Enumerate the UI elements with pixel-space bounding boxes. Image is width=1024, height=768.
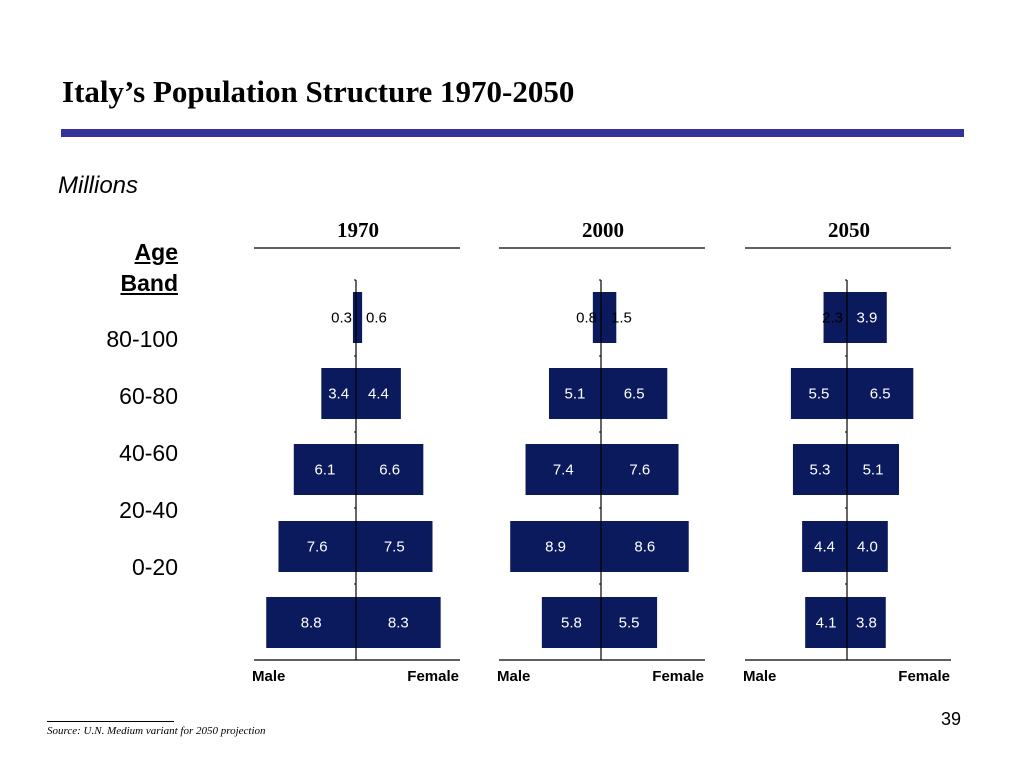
data-label-male: 7.6	[307, 539, 328, 556]
data-label-female: 6.6	[379, 462, 400, 479]
bar-female	[847, 597, 886, 648]
data-label-female: 4.0	[857, 539, 878, 556]
data-label-male: 5.5	[809, 386, 830, 403]
data-label-male: 4.4	[814, 539, 835, 556]
bar-male	[592, 292, 601, 343]
bar-female	[847, 444, 900, 495]
data-label-female: 3.8	[856, 615, 877, 632]
chart-title: 2050	[828, 218, 870, 242]
pyramid-1970: 1970 0.3 0.6 3.4 4.4 6.1 6.6 7.6 7.5 8.8 8.3 Male Fe…	[252, 218, 460, 685]
data-label-male: 0.3	[331, 310, 352, 327]
pyramid-2050: 2050 2.3 3.9 5.5 6.5 5.3 5.1 4.4 4.0 4.1 3.8 Male Fe…	[743, 218, 951, 685]
bar-male	[510, 521, 601, 572]
bar-male	[293, 444, 356, 495]
chart-title: 1970	[337, 218, 379, 242]
bar-female	[356, 368, 401, 419]
data-label-female: 8.6	[634, 539, 655, 556]
age-band-label: 80-100	[106, 326, 178, 352]
data-label-male: 7.4	[553, 462, 574, 479]
bar-male	[823, 292, 847, 343]
age-band-header-line-1: Age	[134, 239, 178, 265]
data-label-male: 0.8	[576, 310, 597, 327]
axis-label-male: Male	[252, 668, 285, 685]
data-label-female: 6.5	[624, 386, 645, 403]
age-band-header: Age Band	[121, 237, 179, 299]
bar-female	[601, 521, 689, 572]
age-band-label: 0-20	[131, 554, 178, 580]
data-label-male: 5.8	[561, 615, 582, 632]
bar-male	[790, 368, 847, 419]
bar-male	[548, 368, 601, 419]
axis-label-male: Male	[497, 668, 530, 685]
bar-male	[266, 597, 356, 648]
slide-title: Italy’s Population Structure 1970-2050	[62, 74, 575, 109]
bar-female	[356, 597, 441, 648]
axis-label-female: Female	[898, 668, 950, 685]
source-rule	[47, 721, 174, 722]
data-label-female: 8.3	[388, 615, 409, 632]
bar-female	[601, 292, 617, 343]
age-band-label: 20-40	[119, 497, 178, 523]
bar-female	[847, 368, 914, 419]
bar-female	[601, 368, 668, 419]
pyramid-2000: 2000 0.8 1.5 5.1 6.5 7.4 7.6 8.9 8.6 5.8 5.5 Male Fe…	[497, 218, 705, 685]
data-label-male: 8.8	[301, 615, 322, 632]
axis-label-female: Female	[652, 668, 704, 685]
data-label-male: 8.9	[545, 539, 566, 556]
bar-male	[352, 292, 356, 343]
data-label-female: 1.5	[611, 310, 632, 327]
chart-title: 2000	[582, 218, 624, 242]
units-label: Millions	[58, 172, 139, 199]
axis-label-female: Female	[407, 668, 459, 685]
bar-male	[321, 368, 356, 419]
bar-female	[356, 521, 433, 572]
data-label-male: 3.4	[328, 386, 349, 403]
data-label-female: 5.1	[863, 462, 884, 479]
source-note: Source: U.N. Medium variant for 2050 pro…	[47, 725, 266, 737]
data-label-male: 5.1	[565, 386, 586, 403]
bar-male	[525, 444, 601, 495]
bar-male	[802, 521, 847, 572]
bar-female	[847, 521, 888, 572]
data-label-female: 4.4	[368, 386, 389, 403]
axis-label-male: Male	[743, 668, 776, 685]
title-rule	[61, 129, 964, 137]
data-label-male: 6.1	[314, 462, 335, 479]
data-label-female: 6.5	[870, 386, 891, 403]
data-label-male: 2.3	[822, 310, 843, 327]
bar-female	[601, 444, 679, 495]
age-band-header-line-2: Band	[120, 270, 179, 296]
age-band-label: 60-80	[119, 383, 178, 409]
bar-male	[805, 597, 847, 648]
bar-male	[278, 521, 356, 572]
data-label-female: 3.9	[856, 310, 877, 327]
bar-female	[847, 292, 887, 343]
data-label-male: 4.1	[816, 615, 837, 632]
data-label-male: 5.3	[810, 462, 831, 479]
bar-female	[601, 597, 658, 648]
data-label-female: 7.6	[629, 462, 650, 479]
data-label-female: 5.5	[619, 615, 640, 632]
bar-female	[356, 292, 363, 343]
data-label-female: 0.6	[366, 310, 387, 327]
data-label-female: 7.5	[384, 539, 405, 556]
bar-male	[792, 444, 847, 495]
page-number: 39	[941, 709, 962, 729]
age-band-label: 40-60	[119, 440, 178, 466]
bar-male	[541, 597, 601, 648]
bar-female	[356, 444, 424, 495]
